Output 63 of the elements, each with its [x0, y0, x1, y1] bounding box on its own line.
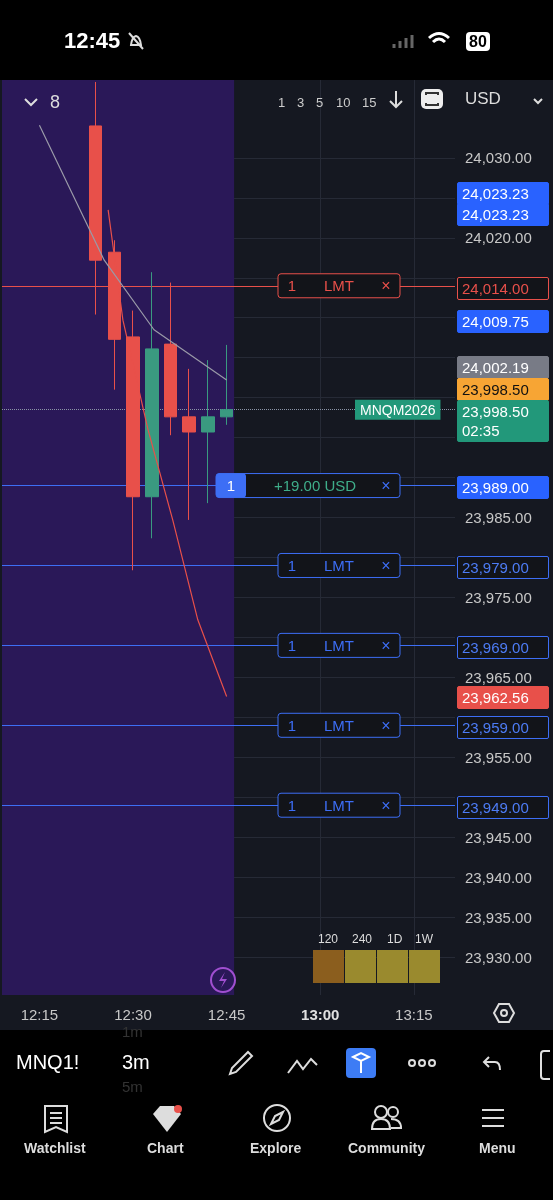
text: Watchlist	[24, 1140, 86, 1157]
text: 1 LMT ×	[287, 556, 391, 574]
text: 23,962.56	[457, 686, 549, 709]
text: Chart	[147, 1140, 184, 1157]
annotation: 240	[352, 932, 373, 947]
text: Community	[348, 1140, 425, 1157]
text: Explore	[250, 1140, 302, 1157]
text: LMT ×	[324, 277, 391, 295]
annotation: 15	[362, 95, 377, 111]
annotation: 10	[336, 95, 351, 111]
y-tick-label: 23,955.00	[465, 748, 532, 766]
line-series	[38, 124, 228, 381]
text: 24,002.19	[457, 356, 549, 379]
y-tick-label: 23,945.00	[465, 828, 532, 846]
text: 23,998.50 02:35	[457, 400, 549, 442]
text: 23,959.00	[457, 716, 549, 739]
text: 1 LMT ×	[287, 716, 391, 734]
y-tick-label: 23,965.00	[465, 668, 532, 686]
text: 24,023.23	[457, 203, 549, 226]
text: 24,009.75	[457, 310, 549, 333]
y-tick-label: 23,985.00	[465, 509, 532, 527]
text: 1	[278, 95, 286, 110]
annotation: 1D	[387, 932, 403, 947]
y-tick-label: 23,930.00	[465, 948, 532, 966]
text: 23,949.00	[457, 796, 549, 819]
candlestick	[220, 344, 233, 426]
x-tick-label: 13:15	[395, 1006, 433, 1023]
text: 12:45	[64, 28, 121, 55]
text: Menu	[479, 1140, 516, 1157]
text: 23,979.00	[457, 556, 549, 579]
text: MNQ1!	[16, 1050, 80, 1074]
text: 24,023.23	[457, 182, 549, 205]
text: 1 LMT ×	[287, 636, 391, 654]
line-series	[107, 209, 228, 698]
annotation: 8	[50, 92, 61, 114]
annotation: 3	[297, 95, 305, 111]
y-tick-label: 23,940.00	[465, 868, 532, 886]
y-tick-label: 23,975.00	[465, 588, 532, 606]
text: 23,998.50	[457, 378, 549, 401]
x-tick-label: 12:15	[20, 1006, 59, 1023]
y-tick-label: 24,020.00	[465, 229, 532, 247]
text: 1 +19.00 USD ×	[226, 477, 391, 495]
text: 80	[466, 32, 490, 52]
candlestick	[145, 271, 159, 539]
x-tick-label: 12:30	[114, 1006, 152, 1023]
candlestick	[182, 368, 196, 521]
candlestick	[201, 359, 215, 504]
text: 23,969.00	[457, 636, 549, 659]
candlestick	[126, 310, 140, 571]
text: 24,014.00	[457, 277, 549, 300]
annotation: 120	[318, 932, 339, 947]
text: USD	[465, 89, 501, 110]
x-tick-label: 12:45	[207, 1006, 246, 1023]
x-tick-label: 13:00	[301, 1006, 340, 1023]
annotation: 5	[316, 95, 324, 111]
y-tick-label: 24,030.00	[465, 149, 532, 167]
text: 3m	[122, 1050, 150, 1074]
text: 1 LMT ×	[287, 796, 391, 814]
text: 23,989.00	[457, 476, 549, 499]
annotation: 1W	[415, 932, 433, 947]
annotation: 1	[287, 277, 297, 295]
ref-line-label: MNQM2026	[360, 401, 436, 418]
y-tick-label: 23,935.00	[465, 908, 532, 926]
